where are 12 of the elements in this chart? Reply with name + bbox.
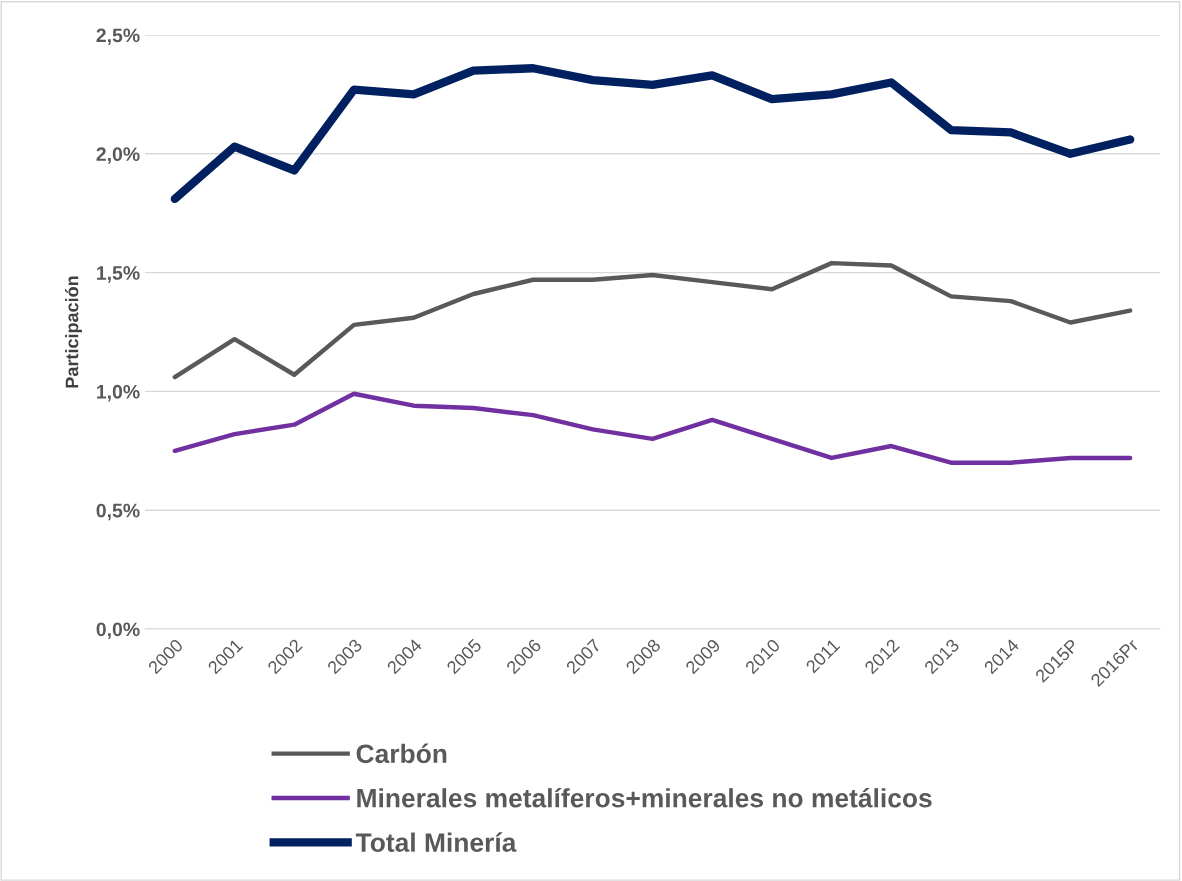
y-axis-title: Participación: [64, 276, 82, 388]
line-series: [172, 260, 1133, 380]
y-tick-label: 0,0%: [96, 622, 140, 640]
legend-label: Carbón: [356, 743, 447, 764]
line-series: [172, 391, 1133, 465]
y-tick-label: 1,0%: [97, 384, 140, 402]
y-tick-label: 2,5%: [96, 28, 140, 46]
legend-label: Minerales metalíferos+minerales no metálicos: [357, 787, 932, 808]
y-tick-label: 2,0%: [96, 147, 140, 164]
y-tick-label: 0,5%: [96, 503, 140, 521]
legend-label: Total Minería: [355, 832, 517, 852]
y-tick-label: 1,5%: [97, 266, 140, 283]
